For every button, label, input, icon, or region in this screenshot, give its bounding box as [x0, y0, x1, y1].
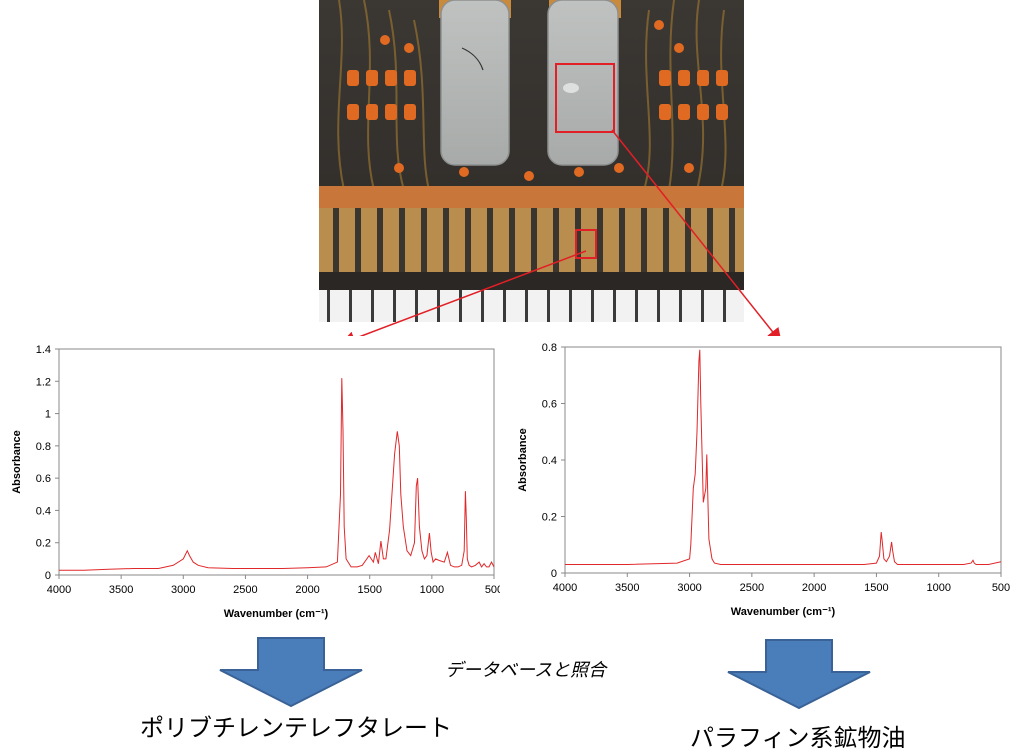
- x-tick-label: 4000: [47, 584, 71, 596]
- plot-area: [58, 348, 495, 576]
- y-tick-label: 1: [45, 409, 51, 421]
- x-tick-label: 3500: [615, 582, 639, 594]
- plot-area: [564, 346, 1002, 574]
- x-tick-label: 3500: [109, 584, 133, 596]
- highlight-box-stiffener: [555, 63, 615, 133]
- x-tick-label: 2000: [295, 584, 319, 596]
- x-tick-label: 4000: [553, 582, 577, 594]
- y-tick-label: 0.8: [542, 342, 557, 354]
- x-tick-label: 2000: [802, 582, 826, 594]
- x-axis-label: Wavenumber (cm⁻¹): [731, 606, 836, 618]
- spectrum-line: [59, 378, 495, 571]
- y-tick-label: 0.4: [542, 455, 557, 467]
- x-axis-label: Wavenumber (cm⁻¹): [224, 608, 329, 620]
- x-tick-label: 1500: [864, 582, 888, 594]
- x-tick-label: 1000: [420, 584, 444, 596]
- y-tick-label: 1.4: [36, 344, 51, 356]
- spectrum-chart-paraffin: 0 0.2 0.4 0.6 0.8 4000 3500 3000 2500 2000 1500 10…: [507, 336, 1024, 626]
- y-tick-label: 0: [551, 568, 557, 580]
- y-axis-label: Absorbance: [517, 428, 529, 492]
- x-tick-label: 500: [485, 584, 500, 596]
- x-tick-label: 3000: [677, 582, 701, 594]
- database-match-note: データベースと照合: [445, 660, 607, 681]
- x-tick-label: 2500: [233, 584, 257, 596]
- x-tick-label: 2500: [740, 582, 764, 594]
- y-tick-label: 0: [45, 570, 51, 582]
- x-tick-label: 3000: [171, 584, 195, 596]
- spectrum-line: [565, 349, 1002, 565]
- spectrum-chart-pbt: 0 0.2 0.4 0.6 0.8 1 1.2 1.4 4000 3500 3000 2500 200…: [0, 336, 500, 626]
- x-tick-label: 1000: [926, 582, 950, 594]
- down-arrow-right: [727, 639, 871, 710]
- y-tick-label: 0.4: [36, 505, 51, 517]
- y-tick-label: 0.6: [36, 473, 51, 485]
- y-tick-label: 0.2: [36, 538, 51, 550]
- down-arrow-left: [219, 637, 363, 708]
- y-tick-label: 0.8: [36, 441, 51, 453]
- y-axis-label: Absorbance: [11, 430, 23, 494]
- result-label-pbt: ポリブチレンテレフタレート: [140, 714, 452, 742]
- y-tick-label: 1.2: [36, 376, 51, 388]
- y-tick-label: 0.6: [542, 399, 557, 411]
- result-label-paraffin: パラフィン系鉱物油: [690, 724, 906, 752]
- y-tick-label: 0.2: [542, 512, 557, 524]
- x-tick-label: 500: [992, 582, 1010, 594]
- circuit-board-photo: [319, 0, 744, 322]
- x-tick-label: 1500: [357, 584, 381, 596]
